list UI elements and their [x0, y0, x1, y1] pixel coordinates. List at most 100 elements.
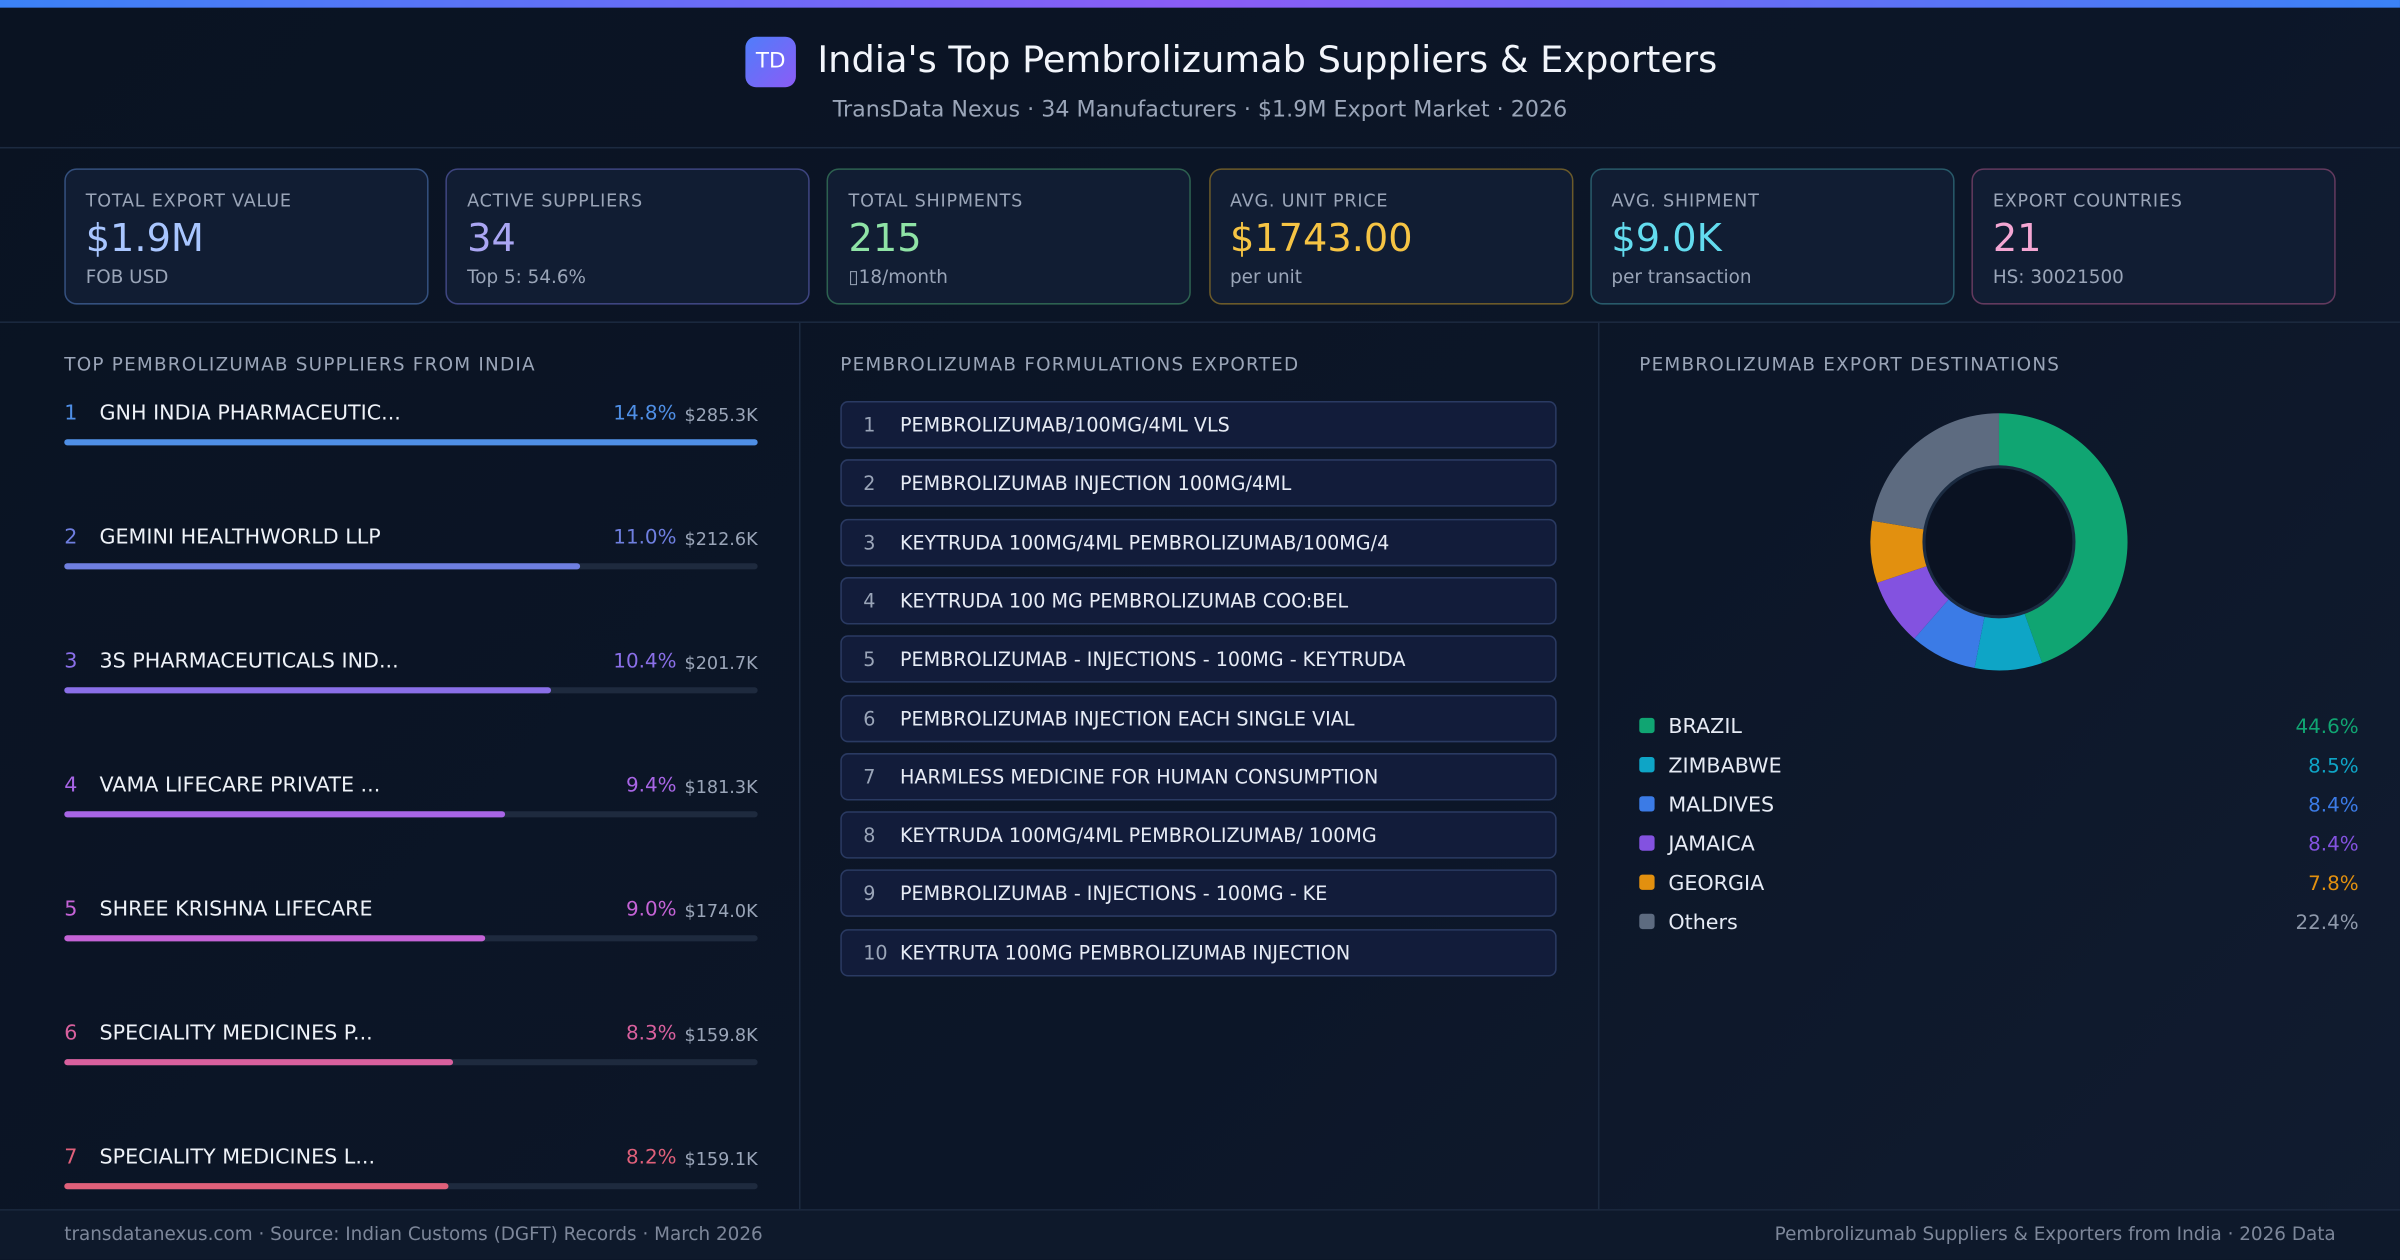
- kpi-card: TOTAL SHIPMENTS 215 ▯18/month: [827, 168, 1192, 305]
- donut-slice: [1914, 598, 1985, 669]
- formulation-item: 10 KEYTRUTA 100MG PEMBROLIZUMAB INJECTION: [840, 928, 1557, 977]
- supplier-rank: 4: [64, 772, 78, 798]
- supplier-value: $201.7K: [684, 652, 758, 674]
- kpi-label: EXPORT COUNTRIES: [1992, 189, 2183, 212]
- section-title: PEMBROLIZUMAB FORMULATIONS EXPORTED: [840, 353, 1300, 375]
- footer-right: Pembrolizumab Suppliers & Exporters from…: [1774, 1222, 2336, 1245]
- kpi-sub: HS: 30021500: [1992, 266, 2124, 288]
- divider: [0, 321, 2400, 323]
- divider: [0, 146, 2400, 149]
- subtitle: TransData Nexus · 34 Manufacturers · $1.…: [832, 97, 1568, 123]
- formulation-item: 3 KEYTRUDA 100MG/4ML PEMBROLIZUMAB/100MG/…: [840, 518, 1557, 566]
- divider: [798, 322, 801, 1210]
- section-title: TOP PEMBROLIZUMAB SUPPLIERS FROM INDIA: [64, 353, 536, 375]
- legend-value: 7.8%: [2308, 872, 2359, 895]
- supplier-rank: 1: [64, 401, 78, 426]
- supplier-value: $285.3K: [684, 404, 758, 426]
- legend-label: GEORGIA: [1668, 871, 1764, 895]
- kpi-label: AVG. UNIT PRICE: [1229, 189, 1389, 212]
- legend-value: 8.4%: [2308, 794, 2359, 817]
- donut-slice: [1872, 413, 1999, 530]
- kpi-label: ACTIVE SUPPLIERS: [467, 189, 643, 212]
- formulation-item: 4 KEYTRUDA 100 MG PEMBROLIZUMAB COO:BEL: [840, 576, 1557, 625]
- kpi-sub: Top 5: 54.6%: [467, 266, 587, 288]
- donut-chart: BRAZIL 44.6% ZIMBABWE 8.5% MALDIVES 8.4% JAMAI…: [1639, 413, 2359, 934]
- supplier-rank: 6: [64, 1020, 78, 1046]
- supplier-rank: 5: [64, 896, 78, 922]
- kpi-value: 21: [1992, 215, 2042, 261]
- legend-label: BRAZIL: [1668, 714, 1742, 738]
- kpi-card: EXPORT COUNTRIES 21 HS: 30021500: [1971, 168, 2336, 305]
- kpi-sub: per transaction: [1611, 266, 1752, 288]
- formulation-rank: 7: [863, 764, 876, 788]
- supplier-share: 8.2%: [625, 1146, 677, 1170]
- kpi-sub: FOB USD: [85, 266, 169, 288]
- supplier-rank: 7: [64, 1144, 78, 1170]
- divider: [1597, 322, 1600, 1210]
- supplier-rank: 3: [64, 648, 78, 674]
- supplier-bar: [64, 1059, 454, 1066]
- formulation-name: KEYTRUDA 100 MG PEMBROLIZUMAB COO:BEL: [899, 589, 1349, 613]
- legend-label: ZIMBABWE: [1668, 753, 1781, 777]
- formulation-item: 8 KEYTRUDA 100MG/4ML PEMBROLIZUMAB/ 100MG: [840, 811, 1557, 859]
- supplier-bar: [64, 439, 758, 446]
- kpi-label: TOTAL SHIPMENTS: [848, 189, 1024, 212]
- supplier-name: SPECIALITY MEDICINES P...: [99, 1020, 373, 1046]
- supplier-name: VAMA LIFECARE PRIVATE ...: [99, 772, 381, 798]
- formulation-rank: 10: [863, 940, 888, 964]
- kpi-sub: ▯18/month: [848, 266, 948, 288]
- formulation-name: KEYTRUDA 100MG/4ML PEMBROLIZUMAB/ 100MG: [899, 823, 1377, 847]
- formulation-name: KEYTRUDA 100MG/4ML PEMBROLIZUMAB/100MG/4: [899, 530, 1390, 554]
- donut-hole: [1922, 465, 2076, 619]
- formulation-rank: 9: [863, 882, 876, 906]
- formulation-name: PEMBROLIZUMAB - INJECTIONS - 100MG - KEY…: [899, 647, 1406, 671]
- supplier-name: SHREE KRISHNA LIFECARE: [99, 896, 373, 922]
- section-title: PEMBROLIZUMAB EXPORT DESTINATIONS: [1639, 353, 2061, 375]
- formulation-rank: 5: [863, 647, 876, 671]
- formulation-rank: 4: [863, 589, 876, 613]
- legend-value: 44.6%: [2296, 715, 2359, 738]
- legend-value: 8.4%: [2308, 833, 2359, 856]
- formulation-item: 2 PEMBROLIZUMAB INJECTION 100MG/4ML: [840, 459, 1557, 508]
- legend-label: MALDIVES: [1668, 793, 1774, 817]
- legend-swatch: [1639, 796, 1655, 812]
- supplier-share: 11.0%: [613, 526, 677, 550]
- kpi-card: TOTAL EXPORT VALUE $1.9M FOB USD: [64, 168, 429, 305]
- supplier-share: 10.4%: [613, 650, 677, 674]
- kpi-value: 215: [848, 215, 922, 261]
- supplier-bar: [64, 1183, 449, 1190]
- supplier-share: 9.4%: [625, 774, 677, 798]
- footer-left: transdatanexus.com · Source: Indian Cust…: [64, 1222, 763, 1245]
- supplier-name: GNH INDIA PHARMACEUTIC...: [99, 401, 401, 426]
- footer-bg: [0, 1210, 2400, 1260]
- formulation-rank: 2: [863, 471, 876, 495]
- supplier-value: $159.8K: [684, 1023, 758, 1046]
- legend-swatch: [1639, 874, 1655, 890]
- supplier-name: SPECIALITY MEDICINES L...: [99, 1144, 376, 1170]
- formulation-rank: 8: [863, 823, 876, 847]
- supplier-value: $181.3K: [684, 776, 758, 798]
- legend-swatch: [1639, 717, 1655, 734]
- formulation-name: PEMBROLIZUMAB/100MG/4ML VLS: [899, 413, 1230, 437]
- legend-label: JAMAICA: [1666, 832, 1754, 856]
- supplier-rank: 2: [64, 524, 78, 550]
- kpi-sub: per unit: [1229, 266, 1302, 288]
- legend-swatch: [1639, 835, 1655, 851]
- formulation-item: 6 PEMBROLIZUMAB INJECTION EACH SINGLE VIA…: [840, 694, 1557, 742]
- formulation-rank: 3: [863, 530, 876, 554]
- formulation-name: PEMBROLIZUMAB - INJECTIONS - 100MG - KE: [899, 882, 1328, 906]
- supplier-bar: [64, 687, 552, 694]
- donut-slice: [1877, 565, 1950, 639]
- supplier-share: 14.8%: [613, 402, 677, 426]
- formulation-name: HARMLESS MEDICINE FOR HUMAN CONSUMPTION: [899, 764, 1379, 788]
- legend-swatch: [1639, 757, 1655, 773]
- legend-label: Others: [1668, 910, 1737, 934]
- supplier-share: 9.0%: [625, 898, 677, 922]
- formulation-name: KEYTRUTA 100MG PEMBROLIZUMAB INJECTION: [899, 940, 1351, 964]
- kpi-value: $1.9M: [85, 215, 204, 261]
- supplier-value: $159.1K: [684, 1147, 758, 1170]
- title: India's Top Pembrolizumab Suppliers & Ex…: [817, 38, 1718, 82]
- formulation-name: PEMBROLIZUMAB INJECTION EACH SINGLE VIAL: [899, 706, 1355, 730]
